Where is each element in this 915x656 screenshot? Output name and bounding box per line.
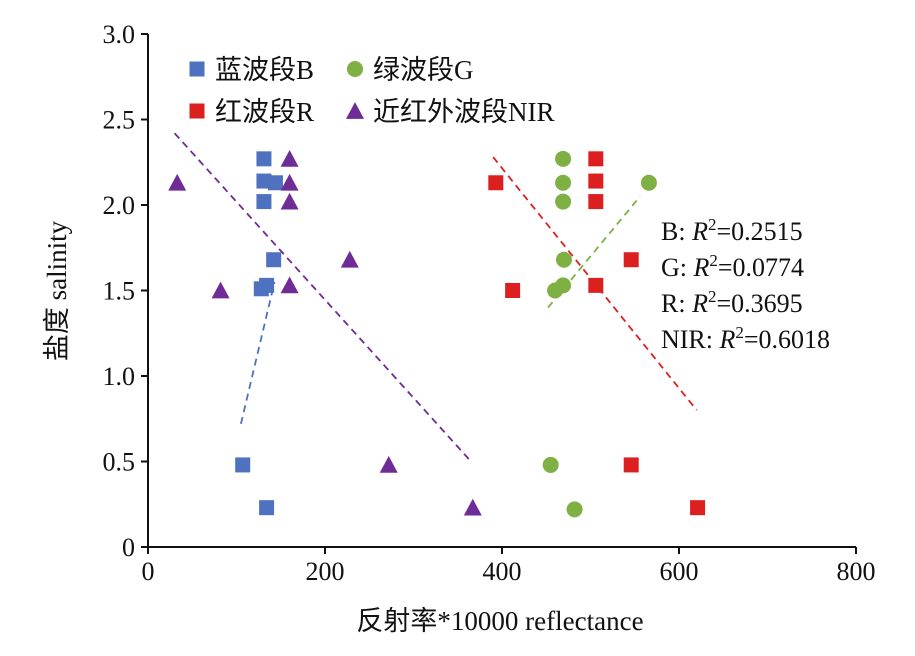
data-point-series-1	[555, 251, 572, 268]
legend-label-1: 绿波段G	[373, 55, 474, 85]
data-point-series-2	[623, 252, 639, 268]
legend: 蓝波段B 绿波段G 红波段R 近红外波段NIR	[189, 55, 555, 127]
data-point-series-3	[340, 250, 359, 268]
legend-marker-0	[189, 61, 205, 77]
data-point-series-2	[588, 277, 604, 293]
data-point-series-3	[280, 149, 299, 167]
y-tick-label: 2.5	[103, 106, 136, 135]
data-point-series-1	[547, 282, 564, 299]
data-point-series-1	[555, 193, 572, 210]
data-point-series-1	[566, 501, 583, 518]
data-point-series-0	[256, 151, 272, 167]
y-tick-label: 0.5	[103, 448, 136, 477]
legend-label-0: 蓝波段B	[215, 55, 314, 85]
x-tick-label: 400	[483, 557, 522, 586]
r-squared-label-1: G: R2=0.0774	[661, 251, 804, 282]
data-point-series-2	[588, 194, 604, 210]
data-points	[168, 149, 706, 518]
data-point-series-1	[555, 150, 572, 167]
r-squared-label-3: NIR: R2=0.6018	[661, 323, 830, 354]
data-point-series-0	[235, 457, 251, 473]
legend-marker-1	[347, 61, 363, 77]
data-point-series-0	[266, 252, 282, 268]
trendline-3	[173, 132, 472, 463]
trendlines	[173, 132, 698, 463]
legend-marker-2	[189, 103, 205, 119]
data-point-series-3	[280, 276, 299, 294]
data-point-series-2	[488, 175, 504, 191]
x-tick-label: 800	[837, 557, 876, 586]
axes: 0 200 400 600 800 0 0.5 1.0 1.5 2.0 2.5 3.0	[103, 20, 876, 586]
data-point-series-2	[505, 283, 521, 298]
data-point-series-0	[267, 175, 283, 191]
r-squared-label-2: R: R2=0.3695	[661, 287, 803, 318]
data-point-series-0	[253, 281, 269, 297]
y-tick-label: 1.0	[103, 362, 136, 391]
data-point-series-2	[588, 173, 604, 189]
data-point-series-1	[555, 174, 572, 191]
x-axis-title: 反射率*10000 reflectance	[356, 606, 643, 636]
y-tick-label: 1.5	[103, 277, 136, 306]
y-tick-label: 2.0	[103, 191, 136, 220]
y-tick-label: 3.0	[103, 20, 136, 49]
x-tick-label: 0	[142, 557, 155, 586]
data-point-series-2	[623, 457, 639, 473]
legend-label-3: 近红外波段NIR	[373, 97, 555, 127]
data-point-series-3	[280, 173, 299, 191]
data-point-series-3	[168, 173, 187, 191]
data-point-series-1	[640, 174, 657, 191]
data-point-series-3	[463, 498, 482, 516]
legend-label-2: 红波段R	[215, 97, 314, 127]
data-point-series-3	[211, 281, 230, 299]
data-point-series-1	[542, 456, 559, 473]
x-tick-label: 200	[306, 557, 345, 586]
r-squared-label-0: B: R2=0.2515	[661, 215, 803, 246]
data-point-series-3	[379, 456, 398, 473]
data-point-series-2	[690, 500, 706, 516]
data-point-series-3	[280, 192, 299, 210]
data-point-series-0	[256, 194, 272, 210]
data-point-series-0	[259, 500, 275, 516]
data-point-series-2	[588, 151, 604, 167]
r-squared-annotations: B: R2=0.2515 G: R2=0.0774 R: R2=0.3695 NIR:…	[661, 215, 830, 354]
x-tick-label: 600	[660, 557, 699, 586]
legend-marker-3	[346, 102, 364, 119]
data-point-series-0	[256, 173, 272, 189]
y-axis-title: 盐度 salinity	[42, 220, 72, 361]
y-tick-label: 0	[122, 533, 135, 562]
trendline-0	[240, 281, 276, 425]
